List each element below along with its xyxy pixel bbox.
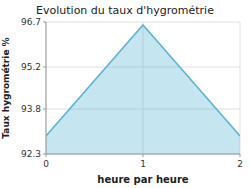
x-tick-label: 2 bbox=[237, 159, 243, 169]
y-tick-label: 93.8 bbox=[21, 104, 41, 114]
area bbox=[46, 25, 240, 154]
x-tick bbox=[143, 154, 144, 157]
line bbox=[46, 25, 240, 136]
chart-container: 92.3 93.8 95.2 96.7 0 1 2 heure par heure Taux h… bbox=[0, 0, 250, 188]
x-tick bbox=[240, 154, 241, 157]
data-group bbox=[46, 25, 240, 154]
y-tick bbox=[43, 109, 46, 110]
chart-svg: 92.3 93.8 95.2 96.7 0 1 2 heure par heure Taux h… bbox=[0, 0, 250, 188]
grid-line-x bbox=[46, 22, 47, 154]
chart-title: Evolution du taux d'hygrométrie bbox=[36, 4, 214, 17]
x-axis-label: heure par heure bbox=[97, 174, 188, 185]
x-tick-label: 1 bbox=[140, 159, 146, 169]
grid-line-x bbox=[240, 22, 241, 154]
y-axis-label: Taux hygrométrie % bbox=[1, 37, 11, 138]
y-axis-line bbox=[46, 22, 47, 154]
y-tick-label: 96.7 bbox=[21, 17, 41, 27]
axes: 92.3 93.8 95.2 96.7 0 1 2 bbox=[21, 17, 243, 170]
x-tick bbox=[46, 154, 47, 157]
plot-background bbox=[46, 22, 240, 154]
y-tick bbox=[43, 67, 46, 68]
grid bbox=[46, 22, 240, 154]
x-tick-label: 0 bbox=[43, 159, 49, 169]
y-tick-label: 92.3 bbox=[21, 149, 41, 159]
y-tick-label: 95.2 bbox=[21, 62, 41, 72]
y-tick bbox=[43, 22, 46, 23]
